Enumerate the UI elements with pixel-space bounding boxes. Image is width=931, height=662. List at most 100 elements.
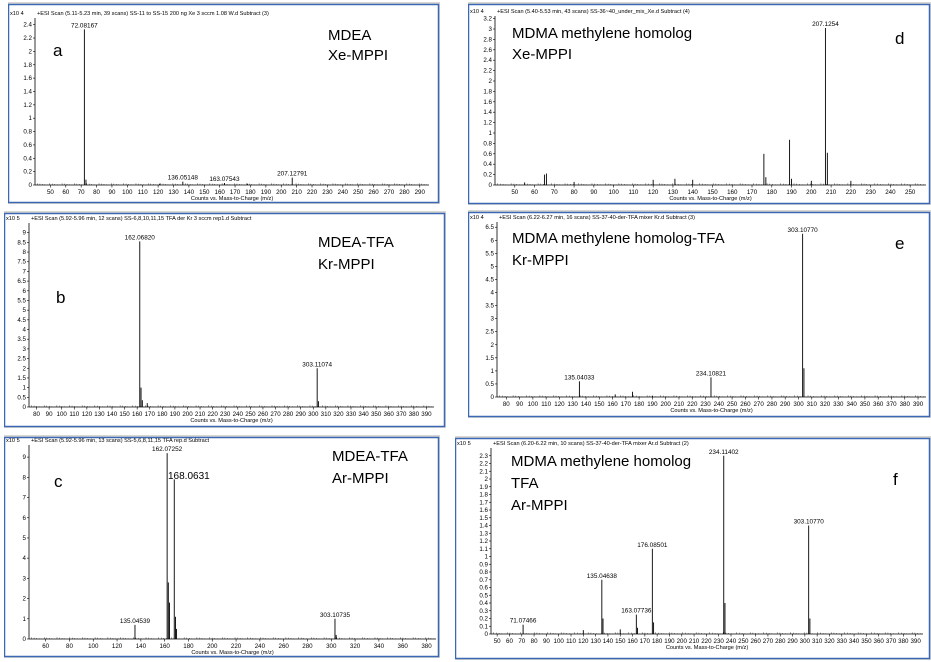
y-tick-label: 7 — [23, 495, 27, 502]
y-exponent-label: x10 5 — [457, 441, 471, 447]
x-axis-label: Counts vs. Mass-to-Charge (m/z) — [190, 418, 273, 424]
y-tick-label: 1.6 — [23, 75, 32, 82]
y-tick-label: 6 — [23, 515, 27, 522]
y-tick-label: 0.7 — [479, 577, 488, 584]
x-tick-label: 180 — [183, 643, 194, 650]
spectrum-svg-f: +ESI Scan (6.20-6.22 min, 10 scans) SS-3… — [455, 436, 931, 660]
x-tick-label: 380 — [898, 638, 909, 645]
x-tick-label: 320 — [824, 638, 835, 645]
x-tick-label: 390 — [910, 638, 921, 645]
peak-label: 71.07466 — [510, 618, 537, 625]
peak-label: 176.08501 — [637, 542, 668, 549]
x-axis-label: Counts vs. Mass-to-Charge (m/z) — [191, 650, 274, 656]
compound-label: Kr-MPPI — [318, 256, 375, 273]
x-tick-label: 210 — [291, 189, 302, 196]
baseline-noise — [28, 637, 434, 639]
y-tick-label: 3 — [491, 316, 495, 323]
panel-letter: f — [893, 470, 898, 489]
x-tick-label: 100 — [554, 638, 565, 645]
y-tick-label: 0 — [23, 636, 27, 643]
x-tick-label: 130 — [568, 401, 579, 408]
scan-header: +ESI Scan (5.92-5.96 min, 13 scans) SS-5… — [31, 438, 210, 444]
y-tick-label: 1.5 — [17, 375, 26, 382]
x-tick-label: 150 — [119, 411, 130, 418]
x-tick-label: 390 — [421, 411, 432, 418]
y-tick-label: 5.5 — [17, 297, 26, 304]
x-tick-label: 250 — [245, 411, 256, 418]
x-tick-label: 90 — [516, 401, 523, 408]
y-tick-label: 4.5 — [17, 317, 26, 324]
scan-header: +ESI Scan (5.92-5.96 min, 12 scans) SS-6… — [31, 216, 252, 222]
x-tick-label: 320 — [350, 643, 361, 650]
x-tick-label: 80 — [503, 401, 510, 408]
x-tick-label: 160 — [132, 411, 143, 418]
y-tick-label: 1.6 — [483, 99, 492, 106]
x-tick-label: 320 — [820, 401, 831, 408]
x-tick-label: 60 — [42, 643, 49, 650]
x-tick-label: 250 — [353, 189, 364, 196]
panel-frame — [8, 3, 440, 204]
y-tick-label: 6 — [23, 288, 27, 295]
y-tick-label: 0.8 — [479, 569, 488, 576]
baseline-noise — [34, 183, 427, 185]
panel-letter: d — [895, 29, 904, 48]
y-exponent-label: x10 4 — [470, 215, 484, 221]
peak-label: 135.04638 — [587, 573, 618, 580]
x-tick-label: 170 — [621, 401, 632, 408]
x-tick-label: 240 — [714, 401, 725, 408]
x-tick-label: 90 — [543, 638, 550, 645]
y-tick-label: 1.7 — [479, 499, 488, 506]
y-tick-label: 0.4 — [479, 600, 488, 607]
x-tick-label: 380 — [900, 401, 911, 408]
y-tick-label: 3 — [489, 26, 493, 33]
y-tick-label: 1.1 — [479, 546, 488, 553]
y-tick-label: 0.1 — [479, 623, 488, 630]
panel-letter: b — [56, 288, 65, 307]
x-tick-label: 340 — [374, 643, 385, 650]
y-tick-label: 1.6 — [479, 507, 488, 514]
y-tick-label: 1.5 — [485, 355, 494, 362]
y-tick-label: 0.5 — [479, 592, 488, 599]
y-tick-label: 8.5 — [17, 239, 26, 246]
y-tick-label: 2.8 — [483, 36, 492, 43]
compound-label: MDEA — [328, 27, 371, 44]
y-tick-label: 0.2 — [483, 172, 492, 179]
compound-label: Ar-MPPI — [332, 470, 389, 487]
compound-label: Xe-MPPI — [328, 47, 388, 64]
peak-label: 234.10821 — [696, 370, 727, 377]
spectrum-panel-f: +ESI Scan (6.20-6.22 min, 10 scans) SS-3… — [455, 436, 931, 660]
x-tick-label: 160 — [160, 643, 171, 650]
y-exponent-label: x10 4 — [470, 9, 484, 15]
x-tick-label: 220 — [231, 643, 242, 650]
x-tick-label: 150 — [615, 638, 626, 645]
x-tick-label: 280 — [302, 643, 313, 650]
y-tick-label: 6.5 — [17, 278, 26, 285]
x-tick-label: 300 — [800, 638, 811, 645]
x-tick-label: 100 — [122, 189, 133, 196]
x-tick-label: 380 — [409, 411, 420, 418]
scan-header: +ESI Scan (5.11-5.23 min, 39 scans) SS-1… — [37, 11, 269, 17]
x-tick-label: 230 — [865, 189, 876, 196]
compound-label: MDEA-TFA — [318, 234, 394, 251]
y-tick-label: 3 — [23, 575, 27, 582]
y-tick-label: 0.5 — [17, 394, 26, 401]
panel-frame — [468, 3, 931, 205]
x-tick-label: 270 — [753, 401, 764, 408]
y-tick-label: 2.1 — [479, 468, 488, 475]
spectrum-svg-d: +ESI Scan (5.40-5.53 min, 43 scans) SS-3… — [468, 2, 931, 205]
peak-label: 303.11074 — [302, 361, 332, 368]
x-tick-label: 230 — [700, 401, 711, 408]
x-tick-label: 270 — [270, 411, 281, 418]
x-tick-label: 220 — [701, 638, 712, 645]
x-tick-label: 200 — [806, 189, 817, 196]
x-tick-label: 170 — [230, 189, 241, 196]
x-tick-label: 110 — [541, 401, 551, 408]
y-tick-label: 2 — [485, 476, 489, 483]
y-tick-label: 9 — [23, 230, 27, 237]
x-tick-label: 150 — [199, 189, 210, 196]
x-tick-label: 50 — [511, 189, 518, 196]
x-tick-label: 240 — [338, 189, 349, 196]
x-tick-label: 160 — [215, 189, 226, 196]
x-tick-label: 230 — [322, 189, 333, 196]
x-tick-label: 70 — [518, 638, 525, 645]
